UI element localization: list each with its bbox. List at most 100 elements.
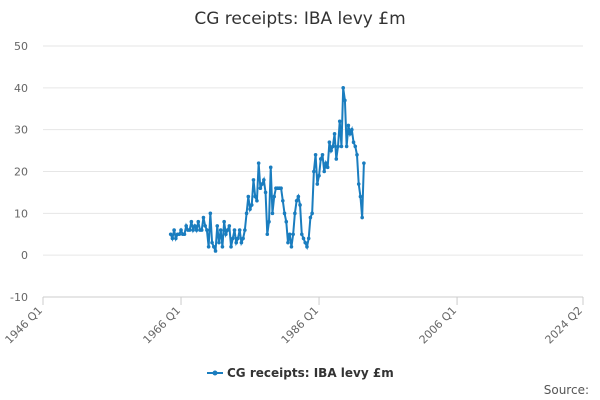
- point: [355, 152, 359, 157]
- point: [256, 161, 261, 165]
- point: [337, 119, 342, 124]
- point: [218, 228, 223, 232]
- point: [343, 98, 347, 103]
- point: [211, 245, 216, 249]
- point: [279, 186, 283, 191]
- point: [239, 240, 244, 245]
- point: [293, 211, 297, 216]
- point: [265, 232, 270, 237]
- point: [230, 236, 235, 241]
- point: [258, 186, 263, 191]
- point: [227, 224, 232, 228]
- point: [179, 228, 183, 232]
- y-tick-label: 20: [14, 166, 28, 179]
- point: [360, 215, 364, 220]
- point: [281, 198, 285, 203]
- point: [329, 148, 333, 153]
- point: [303, 240, 308, 245]
- point: [196, 219, 201, 224]
- point: [289, 245, 294, 249]
- source: Source:: [544, 383, 589, 397]
- point: [168, 232, 173, 237]
- point: [222, 219, 226, 224]
- point: [213, 249, 218, 253]
- point: [362, 161, 366, 165]
- x-tick-label: 1946 Q1: [3, 304, 46, 347]
- point: [322, 169, 327, 174]
- y-tick-label: 10: [14, 207, 28, 220]
- point: [286, 240, 290, 245]
- point: [194, 228, 199, 232]
- point: [317, 173, 321, 178]
- point: [301, 236, 306, 241]
- point: [177, 232, 182, 237]
- point: [220, 245, 225, 249]
- point: [346, 123, 351, 128]
- point: [205, 228, 209, 232]
- point: [324, 161, 328, 165]
- y-tick-label: 40: [14, 82, 28, 95]
- point: [174, 236, 178, 241]
- point: [351, 140, 356, 145]
- x-tick-label: 2024 Q2: [543, 304, 586, 347]
- x-tick-label: 1966 Q1: [141, 304, 184, 347]
- point: [350, 127, 354, 132]
- point: [260, 182, 264, 186]
- point: [217, 240, 221, 245]
- point: [331, 144, 335, 149]
- point: [182, 232, 187, 237]
- y-tick-label: 0: [21, 249, 28, 262]
- point: [296, 194, 301, 199]
- point: [255, 198, 259, 203]
- point: [332, 132, 337, 136]
- chart-title: CG receipts: IBA levy £m: [194, 9, 405, 29]
- point: [241, 236, 245, 241]
- point: [294, 198, 299, 203]
- x-tick-label: 1986 Q1: [279, 304, 322, 347]
- point: [251, 178, 256, 182]
- point: [184, 224, 188, 228]
- point: [234, 240, 239, 245]
- point: [191, 228, 195, 232]
- point: [312, 169, 316, 174]
- point: [334, 157, 339, 161]
- point: [262, 178, 266, 182]
- point: [203, 224, 207, 228]
- point: [305, 245, 309, 249]
- point: [356, 182, 361, 186]
- point: [187, 228, 192, 232]
- y-tick-label: -10: [10, 291, 28, 304]
- point: [253, 194, 258, 199]
- point: [306, 236, 311, 241]
- point: [170, 236, 175, 241]
- point: [344, 144, 349, 149]
- point: [210, 240, 214, 245]
- y-tick-label: 50: [14, 40, 28, 53]
- point: [327, 140, 332, 145]
- point: [341, 86, 345, 90]
- point: [206, 245, 211, 249]
- point: [225, 228, 230, 232]
- point: [248, 207, 252, 211]
- point: [215, 224, 220, 228]
- point: [237, 228, 242, 232]
- point: [287, 232, 292, 237]
- point: [268, 165, 273, 170]
- point: [270, 211, 275, 216]
- point: [189, 219, 194, 224]
- legend-marker: [212, 370, 218, 376]
- point: [318, 157, 323, 161]
- point: [299, 232, 304, 237]
- point: [267, 219, 271, 224]
- point: [308, 215, 313, 220]
- point: [325, 165, 330, 170]
- point: [339, 144, 344, 149]
- point: [193, 224, 197, 228]
- point: [199, 228, 204, 232]
- point: [353, 144, 358, 149]
- point: [358, 194, 363, 199]
- point: [298, 203, 302, 207]
- point: [243, 228, 247, 232]
- legend-label: CG receipts: IBA levy £m: [227, 366, 394, 380]
- point: [282, 211, 287, 216]
